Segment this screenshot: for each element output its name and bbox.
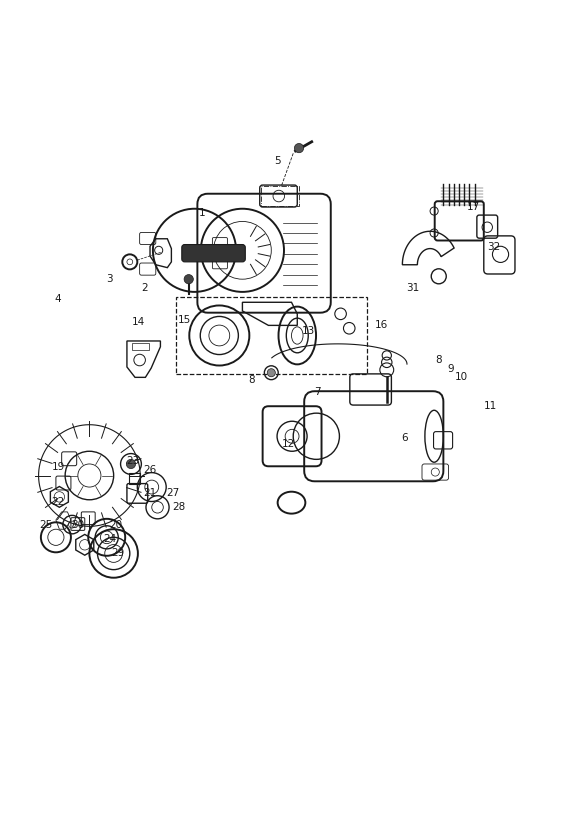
Text: 2: 2 bbox=[141, 283, 147, 293]
Text: 29: 29 bbox=[111, 549, 125, 559]
Text: 8: 8 bbox=[436, 355, 442, 365]
Text: 16: 16 bbox=[374, 321, 388, 330]
Text: 10: 10 bbox=[455, 372, 468, 382]
Text: 1: 1 bbox=[199, 208, 205, 218]
Circle shape bbox=[267, 368, 275, 377]
Text: 20: 20 bbox=[109, 520, 122, 530]
Text: 27: 27 bbox=[167, 488, 180, 498]
Circle shape bbox=[184, 274, 194, 283]
Circle shape bbox=[127, 459, 136, 469]
Text: 26: 26 bbox=[143, 465, 157, 475]
Text: 22: 22 bbox=[51, 497, 64, 507]
Text: 23: 23 bbox=[126, 456, 139, 466]
Text: 17: 17 bbox=[467, 202, 480, 212]
Text: 5: 5 bbox=[274, 156, 280, 166]
Text: 9: 9 bbox=[447, 363, 454, 374]
Text: 32: 32 bbox=[487, 242, 500, 252]
Circle shape bbox=[294, 143, 304, 152]
Text: 19: 19 bbox=[51, 462, 65, 472]
Text: 11: 11 bbox=[484, 401, 497, 411]
Text: 8: 8 bbox=[248, 375, 254, 386]
Text: 15: 15 bbox=[178, 315, 191, 325]
Text: 24: 24 bbox=[103, 534, 116, 544]
Text: 31: 31 bbox=[406, 283, 419, 293]
Text: 4: 4 bbox=[54, 294, 61, 304]
Text: 6: 6 bbox=[401, 433, 408, 443]
Text: 21: 21 bbox=[143, 488, 157, 498]
Text: 25: 25 bbox=[40, 520, 52, 530]
Text: 30: 30 bbox=[71, 520, 85, 530]
FancyBboxPatch shape bbox=[182, 245, 245, 262]
Text: 28: 28 bbox=[172, 503, 185, 513]
Text: 7: 7 bbox=[314, 386, 321, 397]
Text: 14: 14 bbox=[132, 317, 145, 327]
Text: 3: 3 bbox=[106, 274, 113, 284]
Text: 12: 12 bbox=[282, 438, 295, 449]
Text: 13: 13 bbox=[302, 326, 315, 336]
